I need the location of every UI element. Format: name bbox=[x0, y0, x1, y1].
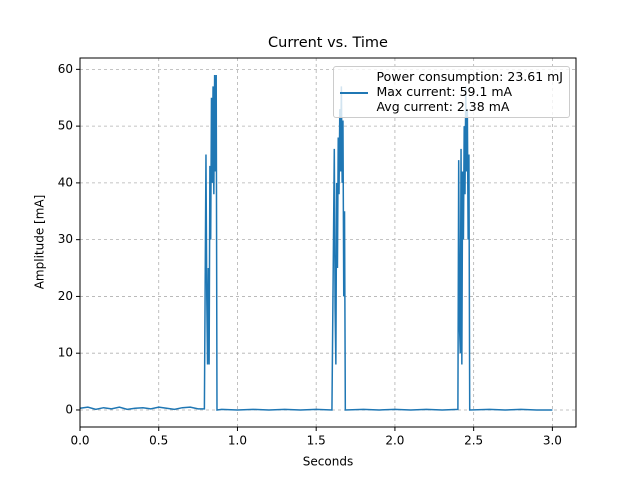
x-tick-label: 2.0 bbox=[385, 434, 404, 448]
x-tick-label: 1.5 bbox=[307, 434, 326, 448]
x-axis-label: Seconds bbox=[303, 455, 353, 469]
x-tick-label: 0.0 bbox=[70, 434, 89, 448]
chart-title: Current vs. Time bbox=[268, 35, 388, 51]
x-tick-label: 3.0 bbox=[543, 434, 562, 448]
data-line bbox=[79, 75, 553, 411]
y-tick-label: 20 bbox=[58, 289, 73, 303]
plot-frame bbox=[79, 57, 577, 428]
y-tick-label: 30 bbox=[58, 232, 73, 246]
legend-swatch bbox=[340, 92, 369, 94]
x-tick-label: 0.5 bbox=[149, 434, 168, 448]
x-tick-label: 1.0 bbox=[228, 434, 247, 448]
y-tick-label: 60 bbox=[58, 62, 73, 76]
x-tick-label: 2.5 bbox=[464, 434, 483, 448]
legend: Power consumption: 23.61 mJ Max current:… bbox=[333, 66, 570, 118]
y-tick-label: 0 bbox=[65, 402, 73, 416]
y-axis-label: Amplitude [mA] bbox=[33, 195, 47, 290]
y-tick-label: 50 bbox=[58, 119, 73, 133]
y-tick-label: 40 bbox=[58, 175, 73, 189]
legend-label: Power consumption: 23.61 mJ Max current:… bbox=[376, 69, 563, 114]
y-tick-label: 10 bbox=[58, 346, 73, 360]
